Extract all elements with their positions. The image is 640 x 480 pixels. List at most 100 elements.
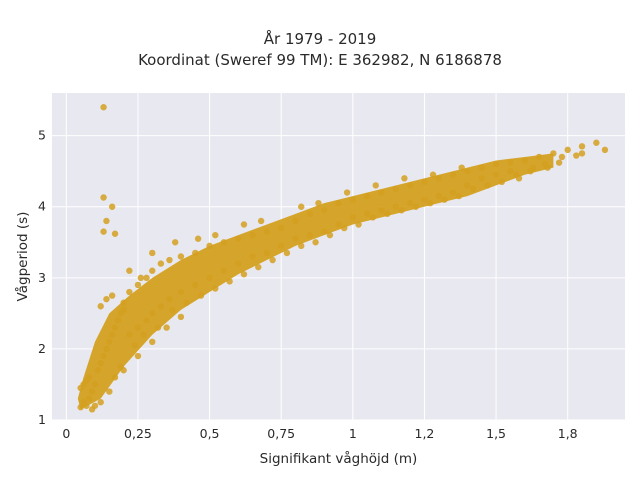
- scatter-point: [435, 192, 442, 200]
- scatter-point: [292, 235, 299, 242]
- scatter-point: [320, 207, 328, 214]
- scatter-point: [458, 164, 465, 171]
- scatter-point: [249, 253, 256, 260]
- scatter-point: [558, 153, 566, 161]
- scatter-point: [177, 288, 185, 296]
- scatter-point: [378, 207, 385, 214]
- scatter-point: [369, 214, 377, 221]
- scatter-point: [492, 160, 500, 168]
- x-tick-label: 0,25: [124, 426, 152, 441]
- scatter-point: [183, 299, 190, 306]
- scatter-point: [149, 310, 156, 317]
- x-tick-label: 1,2: [415, 426, 435, 441]
- scatter-point: [114, 317, 122, 324]
- scatter-point: [306, 210, 314, 218]
- scatter-point: [283, 249, 291, 257]
- scatter-point: [412, 203, 420, 210]
- scatter-point: [429, 171, 437, 178]
- scatter-point: [240, 221, 248, 228]
- scatter-point: [426, 199, 434, 207]
- scatter-point: [384, 210, 391, 218]
- x-axis-label: Signifikant våghöjd (m): [260, 450, 418, 467]
- x-tick-label: 1: [349, 426, 357, 441]
- scatter-point: [306, 231, 314, 239]
- scatter-point: [257, 217, 265, 225]
- scatter-point: [157, 260, 165, 267]
- scatter-point: [106, 338, 113, 346]
- scatter-point: [126, 267, 133, 274]
- scatter-point: [478, 164, 485, 171]
- scatter-point: [535, 153, 543, 161]
- scatter-point: [100, 352, 107, 360]
- scatter-point: [555, 159, 563, 166]
- scatter-point: [507, 167, 514, 175]
- y-tick-label: 4: [38, 199, 46, 214]
- scatter-point: [578, 150, 586, 157]
- scatter-point: [106, 388, 113, 395]
- scatter-point: [177, 253, 185, 260]
- scatter-point: [140, 331, 147, 338]
- scatter-point: [464, 182, 471, 189]
- scatter-point: [100, 228, 107, 235]
- scatter-point: [94, 367, 102, 374]
- scatter-point: [143, 317, 150, 324]
- scatter-point: [149, 249, 156, 257]
- scatter-point: [97, 399, 104, 406]
- scatter-point: [564, 146, 571, 154]
- scatter-point: [512, 171, 520, 178]
- scatter-point: [111, 374, 119, 381]
- scatter-point: [464, 167, 471, 175]
- scatter-point: [593, 139, 600, 146]
- scatter-point: [157, 303, 165, 310]
- scatter-point: [103, 345, 110, 353]
- scatter-point: [298, 242, 305, 250]
- scatter-point: [521, 157, 528, 164]
- scatter-point: [406, 182, 414, 189]
- scatter-point: [263, 249, 271, 257]
- scatter-point: [541, 160, 548, 168]
- scatter-point: [97, 359, 104, 367]
- x-tick-label: 0: [62, 426, 70, 441]
- scatter-point: [449, 189, 457, 196]
- scatter-point: [398, 207, 405, 214]
- scatter-point: [298, 203, 305, 210]
- scatter-point: [192, 249, 199, 257]
- scatter-point: [363, 192, 371, 200]
- scatter-point: [349, 196, 357, 203]
- scatter-point: [530, 164, 537, 171]
- scatter-point: [235, 260, 242, 267]
- scatter-point: [343, 189, 351, 196]
- scatter-point: [171, 239, 179, 246]
- scatter-point: [320, 228, 328, 235]
- scatter-point: [601, 146, 609, 154]
- y-axis-label: Vågperiod (s): [14, 212, 31, 302]
- scatter-point: [401, 175, 408, 182]
- scatter-point: [163, 324, 170, 331]
- scatter-point: [100, 194, 107, 201]
- scatter-point: [103, 295, 110, 303]
- scatter-point: [435, 175, 442, 182]
- scatter-point: [421, 196, 428, 203]
- scatter-point: [349, 214, 357, 221]
- scatter-point: [240, 271, 248, 278]
- scatter-point: [341, 224, 348, 232]
- scatter-point: [154, 324, 162, 331]
- y-tick-label: 3: [38, 270, 46, 285]
- scatter-point: [166, 256, 173, 264]
- scatter-point: [469, 185, 477, 193]
- scatter-point: [120, 299, 127, 306]
- scatter-point: [278, 224, 285, 232]
- scatter-point: [134, 352, 142, 360]
- scatter-point: [269, 256, 276, 264]
- scatter-point: [206, 242, 213, 250]
- scatter-point: [255, 263, 262, 271]
- scatter-point: [278, 242, 285, 250]
- scatter-point: [249, 231, 256, 239]
- data-points: [77, 104, 609, 413]
- scatter-point: [126, 288, 133, 296]
- scatter-point: [97, 303, 104, 310]
- scatter-point: [235, 235, 242, 242]
- scatter-point: [507, 159, 514, 166]
- scatter-point: [86, 395, 93, 402]
- point-cloud-band: [77, 153, 554, 410]
